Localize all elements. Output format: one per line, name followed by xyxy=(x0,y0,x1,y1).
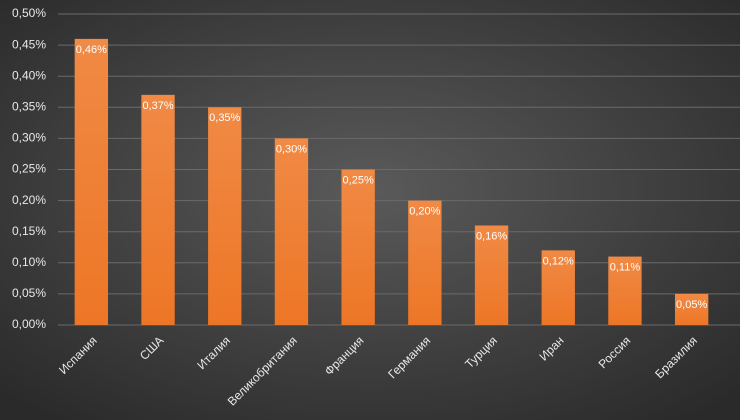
bar xyxy=(541,250,575,325)
bar xyxy=(74,38,109,325)
bar xyxy=(341,169,375,325)
bar xyxy=(141,94,175,325)
value-label: 0,30% xyxy=(276,143,307,155)
value-label: 0,37% xyxy=(142,100,173,112)
y-tick-label: 0,05% xyxy=(12,286,46,300)
y-tick-label: 0,30% xyxy=(12,131,46,145)
y-tick-label: 0,25% xyxy=(12,162,46,176)
y-tick-label: 0,10% xyxy=(12,255,46,269)
y-tick-label: 0,20% xyxy=(12,193,46,207)
y-tick-label: 0,45% xyxy=(12,37,46,51)
bar xyxy=(274,138,309,325)
value-label: 0,35% xyxy=(209,112,240,124)
y-tick-label: 0,40% xyxy=(12,68,46,82)
bar xyxy=(474,225,509,325)
bar xyxy=(208,107,242,325)
value-label: 0,12% xyxy=(543,255,574,267)
bar xyxy=(408,200,442,325)
y-tick-label: 0,35% xyxy=(12,99,46,113)
y-tick-label: 0,50% xyxy=(12,6,46,20)
y-tick-label: 0,00% xyxy=(12,317,46,331)
value-label: 0,11% xyxy=(610,261,641,273)
value-label: 0,16% xyxy=(476,230,507,242)
bar xyxy=(674,293,709,325)
value-label: 0,46% xyxy=(76,44,107,56)
y-tick-label: 0,15% xyxy=(12,224,46,238)
value-label: 0,25% xyxy=(343,174,374,186)
value-label: 0,05% xyxy=(676,299,707,311)
value-label: 0,20% xyxy=(409,206,440,218)
bar xyxy=(608,256,642,325)
